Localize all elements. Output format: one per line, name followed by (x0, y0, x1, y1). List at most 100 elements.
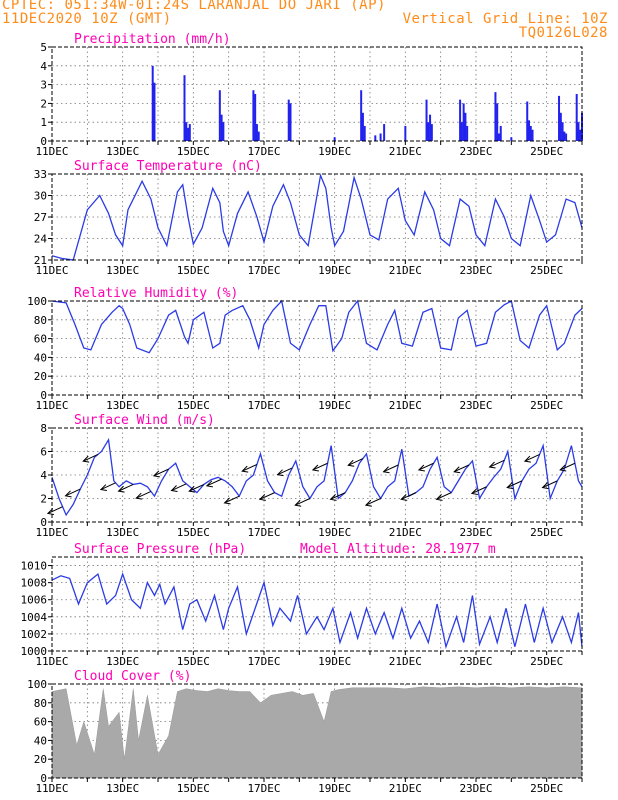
wind-arrow (171, 483, 187, 491)
pressure-xtick-label: 21DEC (389, 655, 422, 668)
rh-xtick-label: 17DEC (247, 399, 280, 412)
wind-arrowhead (311, 464, 319, 472)
cloud-ytick-label: 100 (27, 678, 47, 691)
wind-arrowhead (470, 488, 478, 495)
precip-bar (404, 125, 407, 141)
precip-bar (255, 124, 258, 141)
precip-panel (48, 46, 583, 145)
precip-bar (185, 122, 188, 141)
rh-ytick-label: 100 (27, 295, 47, 308)
wind-xtick-label: 13DEC (106, 526, 139, 539)
pressure-ytick-label: 1006 (21, 594, 48, 607)
rh-xtick-label: 21DEC (389, 399, 422, 412)
wind-arrow (383, 464, 399, 473)
wind-arrow (560, 462, 576, 471)
precip-bar (466, 125, 469, 141)
wind-xtick-label: 19DEC (318, 526, 351, 539)
rh-xtick-label: 25DEC (530, 399, 563, 412)
wind-arrow (83, 453, 99, 462)
precip-bar (561, 122, 564, 141)
precip-bar (427, 122, 430, 141)
wind-arrowhead (488, 461, 496, 469)
precip-ytick-label: 3 (40, 79, 47, 92)
wind-arrowhead (400, 493, 408, 501)
pressure-ytick-label: 1000 (21, 645, 48, 658)
pressure-xtick-label: 13DEC (106, 655, 139, 668)
wind-arrow (330, 492, 346, 500)
precip-bar (559, 112, 562, 141)
precip-bar (183, 75, 186, 141)
wind-arrow (401, 492, 417, 500)
precip-ytick-label: 5 (40, 41, 47, 54)
precip-bar (579, 129, 582, 141)
wind-xtick-label: 15DEC (177, 526, 210, 539)
precip-bar (499, 125, 502, 141)
wind-arrowhead (294, 499, 302, 507)
wind-arrow (242, 463, 258, 472)
wind-line (51, 437, 583, 517)
rh-xtick-label: 13DEC (106, 399, 139, 412)
cloud-frame (51, 683, 583, 779)
wind-arrowhead (152, 470, 160, 478)
precip-bar (287, 99, 290, 141)
precip-bar (510, 137, 513, 141)
cloud-xtick-label: 17DEC (247, 782, 280, 795)
precip-title: Precipitation (mm/h) (74, 32, 231, 47)
pressure-ytick-label: 1002 (21, 628, 48, 641)
rh-title: Relative Humidity (%) (74, 286, 238, 301)
cloud-panel (48, 683, 583, 782)
wind-arrowhead (258, 493, 266, 501)
precip-bar (360, 90, 363, 141)
precip-xtick-label: 25DEC (530, 145, 563, 158)
precip-bar (497, 133, 500, 141)
wind-arrow (65, 488, 81, 497)
pressure-ytick-label: 1010 (21, 560, 48, 573)
precip-bar (565, 133, 568, 141)
rh-panel (48, 299, 583, 399)
pressure-xtick-label: 15DEC (177, 655, 210, 668)
precip-bar (464, 112, 467, 141)
wind-ytick-label: 8 (40, 422, 47, 435)
precip-ytick-label: 4 (40, 60, 47, 73)
precip-bar (563, 131, 566, 141)
wind-arrow (277, 467, 293, 476)
precip-bar (496, 103, 499, 141)
wind-xtick-label: 23DEC (459, 526, 492, 539)
rh-xtick-label: 19DEC (318, 399, 351, 412)
wind-arrowhead (559, 464, 567, 472)
rh-ytick-label: 60 (34, 333, 47, 346)
temp-xtick-label: 21DEC (389, 264, 422, 277)
precip-bar (252, 90, 255, 141)
precip-bar (379, 133, 382, 141)
precip-xtick-label: 23DEC (459, 145, 492, 158)
wind-arrow (365, 498, 381, 506)
precip-bar (558, 95, 561, 141)
temp-xtick-label: 13DEC (106, 264, 139, 277)
wind-arrow (47, 506, 63, 514)
wind-arrowhead (523, 455, 531, 463)
temp-ytick-label: 21 (34, 254, 47, 267)
precip-bar (374, 135, 377, 141)
wind-xtick-label: 21DEC (389, 526, 422, 539)
wind-arrow (507, 480, 523, 489)
pressure-xtick-label: 17DEC (247, 655, 280, 668)
header-station: CPTEC: 051:34W-01:24S LARANJAL DO JARI (… (2, 0, 386, 13)
wind-arrowhead (205, 480, 213, 488)
header-grid-note: Vertical Grid Line: 10Z (402, 11, 608, 27)
wind-arrowhead (241, 465, 249, 473)
precip-ytick-label: 1 (40, 116, 47, 129)
temp-ytick-label: 33 (34, 168, 47, 181)
precip-xtick-label: 17DEC (247, 145, 280, 158)
precip-bar (462, 103, 465, 141)
wind-ytick-label: 6 (40, 446, 47, 459)
wind-arrowhead (188, 485, 196, 493)
wind-arrow (436, 492, 452, 500)
precip-bar (218, 90, 221, 141)
precip-bar (363, 125, 366, 141)
pressure-xtick-label: 25DEC (530, 655, 563, 668)
rh-ytick-label: 80 (34, 314, 47, 327)
wind-ytick-label: 2 (40, 493, 47, 506)
rh-xtick-label: 23DEC (459, 399, 492, 412)
precip-bar (526, 101, 529, 141)
wind-arrowhead (64, 490, 72, 498)
